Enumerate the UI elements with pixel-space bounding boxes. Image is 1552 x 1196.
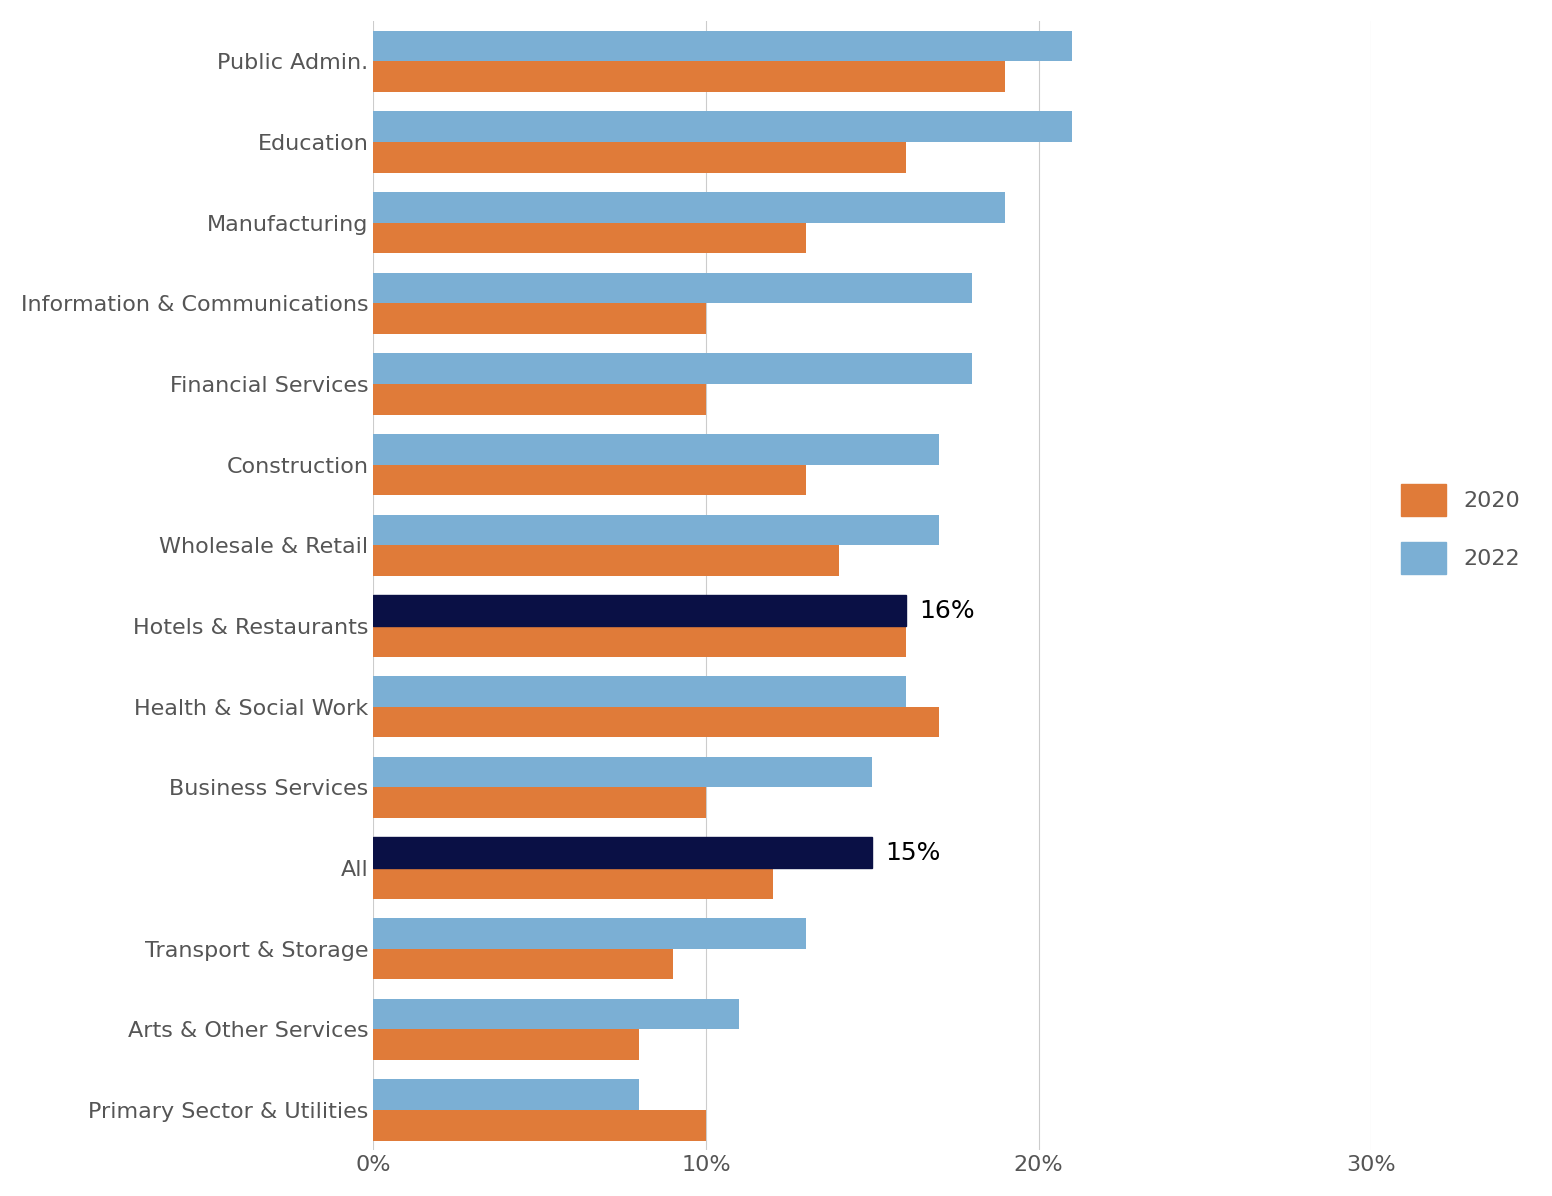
Bar (374, 384, 706, 415)
Legend: 2020, 2022: 2020, 2022 (1392, 476, 1529, 582)
Bar (374, 1030, 639, 1060)
Bar (374, 304, 706, 334)
Bar (374, 273, 972, 304)
Bar (374, 707, 939, 737)
Bar (374, 191, 1006, 222)
Bar (374, 999, 739, 1030)
Bar (374, 353, 972, 384)
Bar (374, 676, 905, 707)
Bar (374, 61, 1006, 92)
Bar (374, 626, 905, 657)
Bar (374, 787, 706, 818)
Bar (374, 142, 905, 172)
Bar (374, 434, 939, 464)
Bar (374, 222, 805, 254)
Bar (374, 545, 840, 576)
Text: 15%: 15% (886, 841, 941, 865)
Bar (374, 596, 905, 626)
Bar (374, 1110, 706, 1141)
Bar (374, 919, 805, 948)
Bar (374, 757, 872, 787)
Text: 16%: 16% (919, 598, 975, 623)
Bar (374, 514, 939, 545)
Bar (374, 464, 805, 495)
Bar (374, 111, 1072, 142)
Bar (374, 948, 672, 980)
Bar (374, 31, 1072, 61)
Bar (374, 868, 773, 898)
Bar (374, 1079, 639, 1110)
Bar (374, 837, 872, 868)
